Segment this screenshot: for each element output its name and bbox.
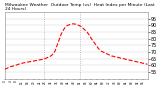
Text: Milwaukee Weather  Outdoor Temp (vs)  Heat Index per Minute (Last 24 Hours): Milwaukee Weather Outdoor Temp (vs) Heat… [5,3,155,11]
